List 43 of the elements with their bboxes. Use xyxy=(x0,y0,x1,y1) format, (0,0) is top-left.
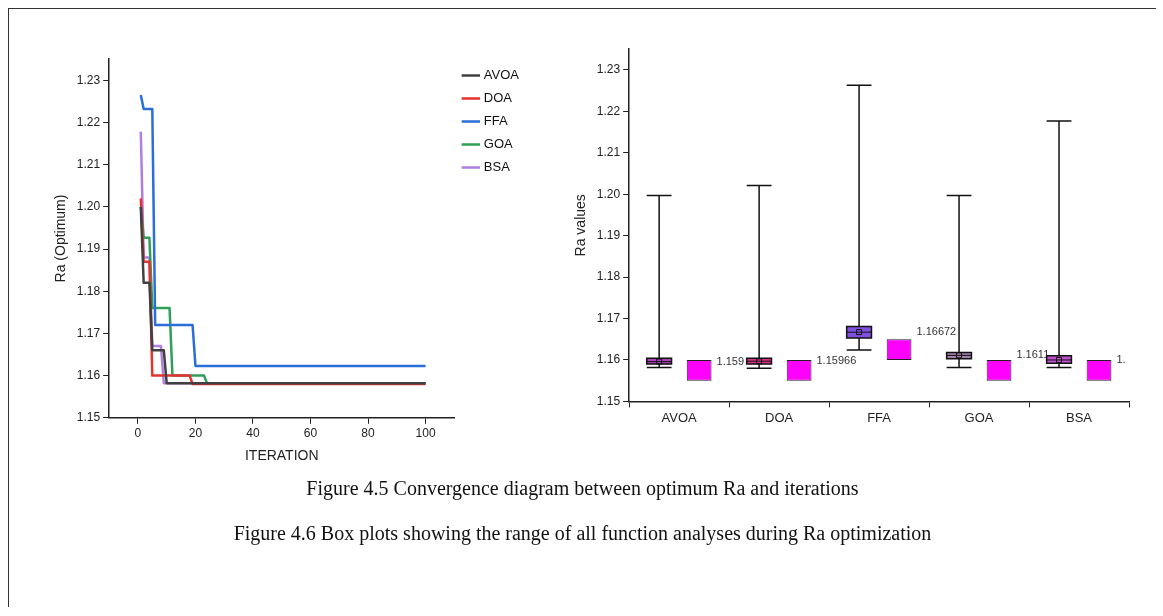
y-tick-label: 1.20 xyxy=(76,199,101,214)
y-tick-label: 1.19 xyxy=(76,241,101,256)
x-tick-label: GOA xyxy=(964,409,994,425)
x-tick-label: 100 xyxy=(415,426,436,441)
x-tick-label: 40 xyxy=(246,426,260,441)
text: 1. xyxy=(1116,353,1126,365)
x-tick-label: 60 xyxy=(303,426,318,441)
legend-label: GOA xyxy=(483,136,514,152)
caption: Figure 4.6 Box plots showing the range of all function analyses during Ra optimization xyxy=(232,522,933,545)
legend-label: BSA xyxy=(483,159,511,175)
y-tick-label: 1.20 xyxy=(596,186,621,201)
x-tick-label: BSA xyxy=(1066,409,1093,425)
legend-label: DOA xyxy=(483,90,513,106)
x-tick-label: 0 xyxy=(134,426,142,441)
y-tick-label: 1.15 xyxy=(596,393,621,408)
y-tick-label: 1.19 xyxy=(596,227,621,242)
text: 1.16672 xyxy=(916,325,957,338)
y-tick-label: 1.18 xyxy=(76,283,101,298)
legend-label: FFA xyxy=(483,113,508,129)
y-tick-label: 1.15 xyxy=(76,410,101,425)
y-tick-label: 1.16 xyxy=(76,367,101,382)
y-tick-label: 1.17 xyxy=(596,310,621,325)
y-tick-label: 1.17 xyxy=(76,325,101,340)
x-tick-label: 20 xyxy=(188,426,203,441)
y-tick-label: 1.21 xyxy=(596,145,621,160)
y-tick-label: 1.16 xyxy=(596,352,621,367)
text: 1.15966 xyxy=(816,354,857,367)
text: 1.159 xyxy=(716,354,745,367)
y-tick-label: 1.22 xyxy=(596,103,621,118)
y-axis-title: Ra (Optimum) xyxy=(52,194,69,283)
caption: Figure 4.5 Convergence diagram between optimum Ra and iterations xyxy=(305,477,860,500)
y-tick-label: 1.23 xyxy=(76,72,101,87)
x-tick-label: AVOA xyxy=(661,409,698,425)
y-tick-label: 1.18 xyxy=(596,269,621,284)
x-tick-label: FFA xyxy=(867,409,892,425)
x-axis-title: ITERATION xyxy=(244,447,319,464)
y-tick-label: 1.22 xyxy=(76,114,101,129)
x-tick-label: DOA xyxy=(765,409,794,425)
legend-label: AVOA xyxy=(483,67,520,83)
x-tick-label: 80 xyxy=(361,426,376,441)
y-axis-title: Ra values xyxy=(572,194,589,257)
y-tick-label: 1.23 xyxy=(596,62,621,77)
y-tick-label: 1.21 xyxy=(76,156,101,171)
